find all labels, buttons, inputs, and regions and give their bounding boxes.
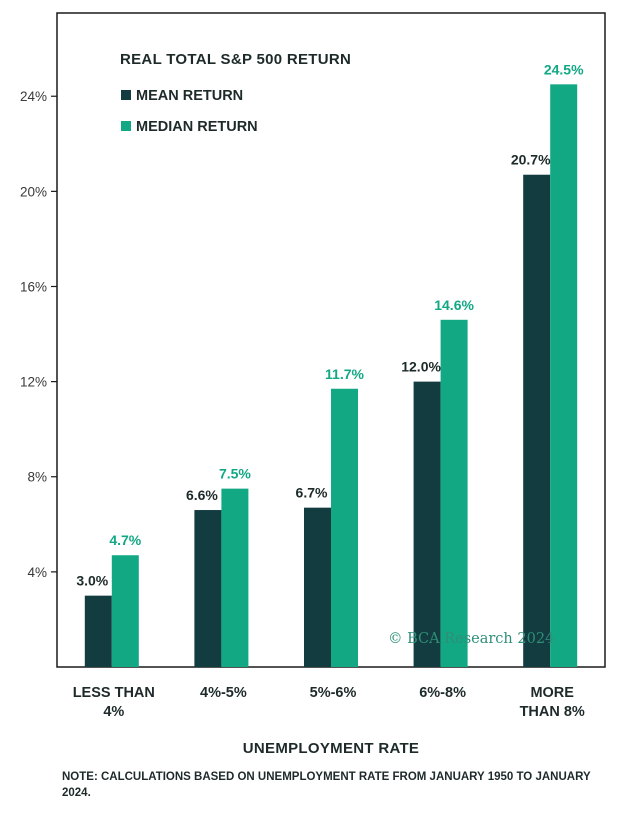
bars (84, 84, 578, 667)
legend-label: MEDIAN RETURN (136, 119, 258, 135)
mean-bar (523, 174, 551, 667)
x-category-label: LESS THAN (73, 685, 155, 701)
x-axis-label: UNEMPLOYMENT RATE (243, 740, 420, 757)
median-data-label: 14.6% (434, 297, 474, 313)
x-category-label: 4%-5% (200, 685, 247, 701)
median-data-label: 11.7% (325, 366, 364, 382)
x-axis-categories: LESS THAN 4% 4%-5% 5%-6% 6%-8% MORE THAN 8% (73, 685, 585, 720)
median-bar (331, 388, 358, 667)
y-tick-label: 16% (20, 279, 47, 294)
mean-bar (413, 381, 441, 667)
y-tick-label: 20% (20, 184, 47, 199)
footnote: NOTE: CALCULATIONS BASED ON UNEMPLOYMENT… (62, 771, 591, 799)
median-bar (550, 84, 578, 667)
mean-bar (84, 595, 112, 667)
mean-data-label: 12.0% (401, 359, 441, 375)
mean-data-label: 20.7% (511, 152, 551, 168)
x-category-label: MORE (530, 685, 574, 701)
y-axis-ticks: 4% 8% 12% 16% 20% 24% (20, 89, 57, 580)
legend-swatch (121, 121, 131, 131)
mean-bar (304, 507, 331, 667)
median-bar (111, 555, 139, 667)
x-category-label: 5%-6% (310, 685, 357, 701)
y-tick-label: 12% (20, 375, 47, 390)
y-tick-label: 8% (27, 470, 47, 485)
mean-data-label: 6.6% (186, 487, 218, 503)
mean-bar (194, 510, 222, 667)
median-bar (221, 488, 249, 667)
median-data-label: 24.5% (544, 61, 584, 77)
data-labels: 3.0% 4.7% 6.6%7.5% 6.7% 11.7% 12.0% 14.6% 20.7%… (76, 61, 584, 588)
y-tick-label: 4% (27, 565, 47, 580)
median-data-label: 7.5% (219, 466, 251, 482)
mean-data-label: 3.0% (76, 573, 108, 589)
legend-label: MEAN RETURN (136, 88, 243, 104)
chart-title: REAL TOTAL S&P 500 RETURN (120, 51, 351, 68)
median-data-label: 4.7% (109, 532, 141, 548)
y-tick-label: 24% (20, 89, 47, 104)
watermark: © BCA Research 2024 (388, 631, 554, 647)
mean-data-label: 6.7% (296, 485, 328, 501)
x-category-label: 4% (103, 704, 124, 720)
x-category-label: THAN 8% (520, 704, 585, 720)
median-bar (440, 319, 468, 667)
legend: MEAN RETURN MEDIAN RETURN (121, 88, 258, 135)
legend-swatch (121, 90, 131, 100)
x-category-label: 6%-8% (419, 685, 466, 701)
